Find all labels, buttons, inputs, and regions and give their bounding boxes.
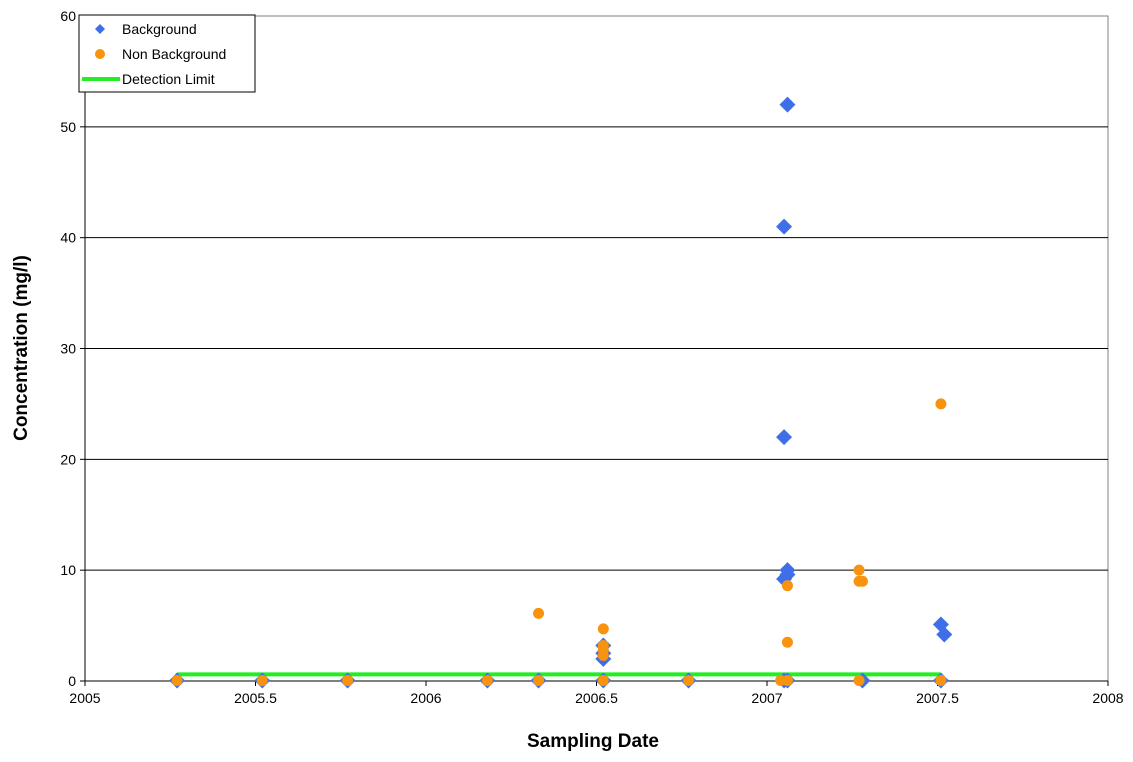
- non-background-point: [935, 674, 947, 686]
- y-tick-label: 10: [60, 562, 76, 578]
- background-point: [779, 96, 796, 113]
- legend-background-marker: [95, 24, 105, 34]
- y-tick-label: 0: [68, 673, 76, 689]
- background-point: [776, 218, 793, 235]
- non-background-point: [781, 674, 793, 686]
- legend-detection-limit-label: Detection Limit: [122, 71, 215, 87]
- y-tick-label: 20: [60, 451, 76, 467]
- non-background-point: [683, 674, 695, 686]
- non-background-point: [533, 607, 545, 619]
- legend-non-background-label: Non Background: [122, 46, 226, 62]
- non-background-point: [856, 575, 868, 587]
- y-tick-label: 40: [60, 230, 76, 246]
- non-background-point: [781, 636, 793, 648]
- non-background-point: [781, 580, 793, 592]
- y-tick-label: 50: [60, 119, 76, 135]
- background-point: [776, 429, 793, 446]
- non-background-point: [256, 674, 268, 686]
- gridlines: [85, 126, 1108, 571]
- x-axis-title: Sampling Date: [527, 731, 659, 752]
- data-series: [169, 96, 953, 689]
- non-background-point: [171, 674, 183, 686]
- background-point: [779, 566, 796, 583]
- legend: Background Non Background Detection Limi…: [78, 14, 256, 93]
- non-background-point: [935, 398, 947, 410]
- y-axis-title: Concentration (mg/l): [11, 255, 32, 441]
- background-point: [936, 626, 953, 643]
- non-background-point: [342, 674, 354, 686]
- x-tick-label: 2007.5: [916, 690, 959, 706]
- y-tick-label: 60: [60, 8, 76, 24]
- non-background-point: [533, 674, 545, 686]
- non-background-point: [853, 564, 865, 576]
- non-background-point: [597, 650, 609, 662]
- legend-background-label: Background: [122, 21, 197, 37]
- non-background-point: [481, 674, 493, 686]
- x-tick-label: 2008: [1092, 690, 1123, 706]
- x-tick-label: 2006: [410, 690, 441, 706]
- axes: 0 10 20 30 40 50 60 2005 2005.5 2006 2006.5 2007 200…: [60, 8, 1123, 706]
- legend-non-background-marker: [95, 49, 105, 59]
- non-background-point: [853, 674, 865, 686]
- x-tick-label: 2005.5: [234, 690, 277, 706]
- x-tick-label: 2005: [69, 690, 100, 706]
- x-tick-label: 2006.5: [575, 690, 618, 706]
- non-background-point: [597, 674, 609, 686]
- non-background-point: [597, 623, 609, 635]
- x-tick-label: 2007: [751, 690, 782, 706]
- y-tick-label: 30: [60, 341, 76, 357]
